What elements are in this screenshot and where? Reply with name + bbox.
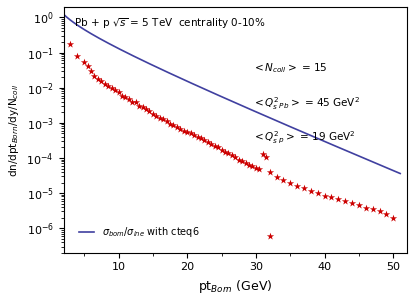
- Point: [242, 161, 248, 166]
- Point: [170, 123, 176, 128]
- Point: [139, 105, 145, 110]
- Point: [389, 215, 396, 220]
- Point: [228, 153, 235, 158]
- Point: [166, 121, 173, 126]
- Point: [382, 212, 389, 217]
- Point: [132, 100, 139, 105]
- Point: [211, 143, 218, 148]
- Point: [231, 155, 238, 160]
- Point: [348, 201, 354, 205]
- Point: [104, 84, 111, 89]
- Point: [173, 124, 180, 129]
- Point: [128, 99, 135, 104]
- Point: [156, 115, 163, 120]
- Point: [334, 197, 341, 201]
- Point: [187, 131, 194, 136]
- Point: [375, 209, 382, 214]
- Point: [108, 85, 115, 90]
- Point: [149, 111, 156, 116]
- Point: [163, 119, 169, 124]
- Point: [273, 175, 279, 180]
- Point: [112, 88, 118, 93]
- Point: [218, 147, 224, 152]
- Point: [249, 164, 255, 169]
- Point: [180, 128, 187, 133]
- Point: [119, 93, 125, 98]
- Point: [341, 199, 348, 204]
- Point: [245, 162, 252, 167]
- Point: [280, 177, 286, 182]
- Point: [255, 167, 262, 172]
- Point: [238, 159, 245, 164]
- Point: [225, 151, 231, 156]
- Point: [88, 69, 94, 73]
- Point: [266, 169, 272, 174]
- X-axis label: pt$_{Born}$ (GeV): pt$_{Born}$ (GeV): [198, 278, 272, 295]
- Text: $< N_{coll} >$ = 15: $< N_{coll} >$ = 15: [252, 61, 328, 75]
- Legend: $\sigma_{bom}/\sigma_{ine}$ with cteq6: $\sigma_{bom}/\sigma_{ine}$ with cteq6: [75, 221, 202, 243]
- Point: [286, 181, 293, 186]
- Text: $< Q_s^{2}{}_{p} >$ = 19 GeV$^2$: $< Q_s^{2}{}_{p} >$ = 19 GeV$^2$: [252, 130, 355, 146]
- Point: [194, 134, 200, 139]
- Point: [153, 113, 159, 118]
- Text: Pb + p $\sqrt{s}$ = 5 TeV  centrality 0-10%: Pb + p $\sqrt{s}$ = 5 TeV centrality 0-1…: [74, 17, 265, 31]
- Point: [135, 104, 142, 108]
- Point: [81, 59, 87, 64]
- Point: [266, 233, 272, 238]
- Point: [67, 41, 74, 46]
- Point: [201, 138, 207, 143]
- Point: [328, 195, 334, 200]
- Point: [252, 165, 259, 170]
- Point: [293, 184, 300, 188]
- Text: $< Q_s^{2}{}_{Pb} >$ = 45 GeV$^2$: $< Q_s^{2}{}_{Pb} >$ = 45 GeV$^2$: [252, 95, 360, 112]
- Point: [259, 152, 266, 156]
- Point: [300, 186, 306, 191]
- Point: [177, 126, 183, 131]
- Point: [235, 157, 242, 162]
- Point: [142, 107, 149, 112]
- Point: [183, 130, 190, 134]
- Point: [221, 149, 228, 154]
- Point: [115, 90, 121, 95]
- Point: [74, 53, 81, 58]
- Point: [159, 117, 166, 122]
- Point: [214, 145, 221, 150]
- Point: [368, 207, 375, 211]
- Point: [204, 140, 211, 145]
- Point: [122, 95, 128, 99]
- Point: [98, 78, 104, 83]
- Point: [207, 142, 214, 146]
- Point: [125, 97, 132, 101]
- Point: [307, 188, 313, 193]
- Point: [314, 191, 320, 195]
- Point: [262, 154, 269, 159]
- Point: [146, 108, 152, 113]
- Point: [190, 133, 197, 137]
- Point: [84, 63, 91, 68]
- Point: [94, 76, 101, 81]
- Point: [355, 203, 361, 208]
- Point: [91, 73, 97, 78]
- Y-axis label: dn/dpt$_{Born}$/dy/N$_{coll}$: dn/dpt$_{Born}$/dy/N$_{coll}$: [7, 83, 21, 177]
- Point: [320, 193, 327, 198]
- Point: [197, 136, 204, 141]
- Point: [362, 205, 368, 210]
- Point: [101, 81, 108, 86]
